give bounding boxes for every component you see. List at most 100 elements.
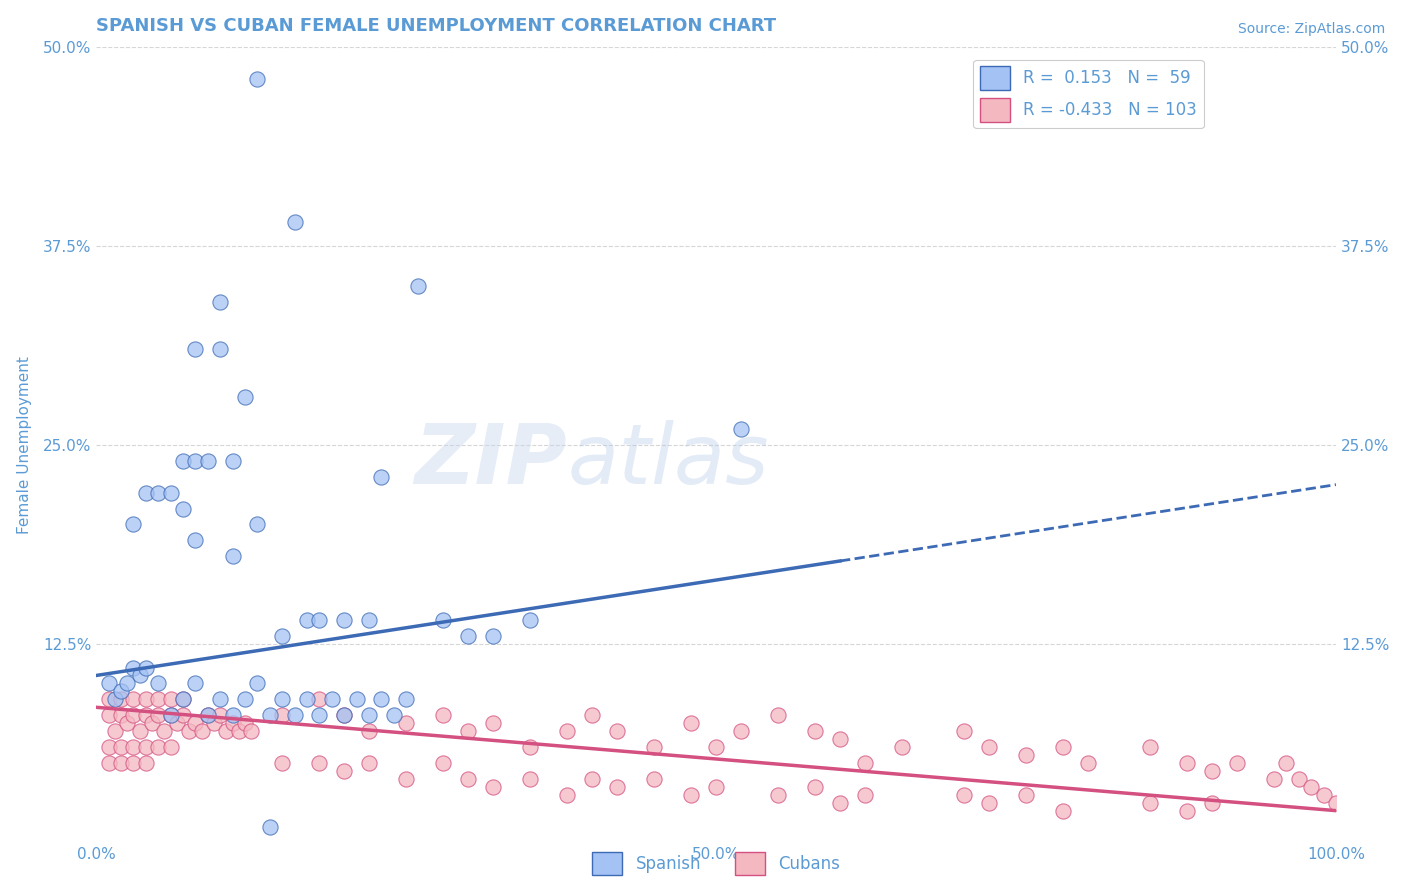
Point: [122, 660, 145, 674]
Point: [159, 739, 181, 754]
Point: [1201, 764, 1223, 778]
Point: [128, 724, 150, 739]
Point: [135, 692, 157, 706]
Point: [172, 454, 194, 468]
Point: [804, 724, 827, 739]
Point: [153, 724, 176, 739]
Point: [766, 708, 789, 723]
Point: [246, 72, 269, 87]
Point: [333, 613, 356, 627]
Point: [1263, 772, 1285, 786]
Point: [704, 739, 727, 754]
Point: [110, 708, 132, 723]
Point: [766, 788, 789, 802]
Point: [259, 820, 281, 834]
Point: [1201, 796, 1223, 810]
Text: Source: ZipAtlas.com: Source: ZipAtlas.com: [1237, 22, 1385, 37]
Point: [1288, 772, 1310, 786]
Point: [97, 756, 120, 770]
Point: [1226, 756, 1249, 770]
Point: [308, 708, 330, 723]
Point: [146, 676, 169, 690]
Point: [891, 739, 914, 754]
Point: [135, 708, 157, 723]
Point: [370, 692, 392, 706]
Point: [482, 716, 505, 731]
Point: [408, 278, 430, 293]
Point: [977, 796, 1000, 810]
Point: [308, 756, 330, 770]
Point: [128, 668, 150, 682]
Point: [457, 629, 479, 643]
Point: [643, 739, 665, 754]
Point: [209, 692, 232, 706]
Point: [146, 485, 169, 500]
Point: [357, 613, 380, 627]
Point: [184, 454, 207, 468]
Point: [135, 485, 157, 500]
Point: [1139, 796, 1161, 810]
Point: [115, 676, 138, 690]
Point: [110, 756, 132, 770]
Point: [166, 716, 188, 731]
Point: [115, 716, 138, 731]
Text: SPANISH VS CUBAN FEMALE UNEMPLOYMENT CORRELATION CHART: SPANISH VS CUBAN FEMALE UNEMPLOYMENT COR…: [96, 17, 776, 35]
Point: [271, 692, 294, 706]
Point: [172, 692, 194, 706]
Point: [730, 724, 752, 739]
Point: [804, 780, 827, 794]
Point: [240, 724, 263, 739]
Point: [221, 708, 243, 723]
Point: [1015, 788, 1038, 802]
Point: [159, 708, 181, 723]
Point: [271, 756, 294, 770]
Point: [953, 724, 976, 739]
Point: [1175, 804, 1198, 818]
Point: [159, 485, 181, 500]
Point: [977, 739, 1000, 754]
Point: [853, 788, 876, 802]
Point: [295, 692, 318, 706]
Point: [333, 764, 356, 778]
Point: [432, 708, 454, 723]
Point: [1275, 756, 1298, 770]
Point: [395, 716, 418, 731]
Point: [643, 772, 665, 786]
Point: [197, 454, 219, 468]
Point: [233, 692, 256, 706]
Point: [135, 660, 157, 674]
Point: [228, 724, 250, 739]
Point: [828, 796, 851, 810]
Point: [209, 708, 232, 723]
Point: [1301, 780, 1323, 794]
Point: [184, 716, 207, 731]
Point: [1052, 804, 1074, 818]
Point: [370, 469, 392, 483]
Point: [681, 788, 703, 802]
Point: [104, 724, 127, 739]
Point: [271, 629, 294, 643]
Point: [209, 343, 232, 357]
Point: [581, 772, 603, 786]
Point: [233, 716, 256, 731]
Point: [555, 788, 578, 802]
Point: [122, 517, 145, 532]
Y-axis label: Female Unemployment: Female Unemployment: [17, 356, 32, 533]
Point: [110, 739, 132, 754]
Point: [190, 724, 212, 739]
Point: [828, 732, 851, 747]
Point: [184, 533, 207, 548]
Point: [482, 780, 505, 794]
Point: [519, 772, 541, 786]
Point: [259, 708, 281, 723]
Point: [159, 692, 181, 706]
Point: [357, 724, 380, 739]
Point: [122, 739, 145, 754]
Point: [215, 724, 238, 739]
Point: [246, 517, 269, 532]
Point: [122, 756, 145, 770]
Point: [172, 692, 194, 706]
Point: [110, 684, 132, 698]
Point: [172, 501, 194, 516]
Point: [295, 613, 318, 627]
